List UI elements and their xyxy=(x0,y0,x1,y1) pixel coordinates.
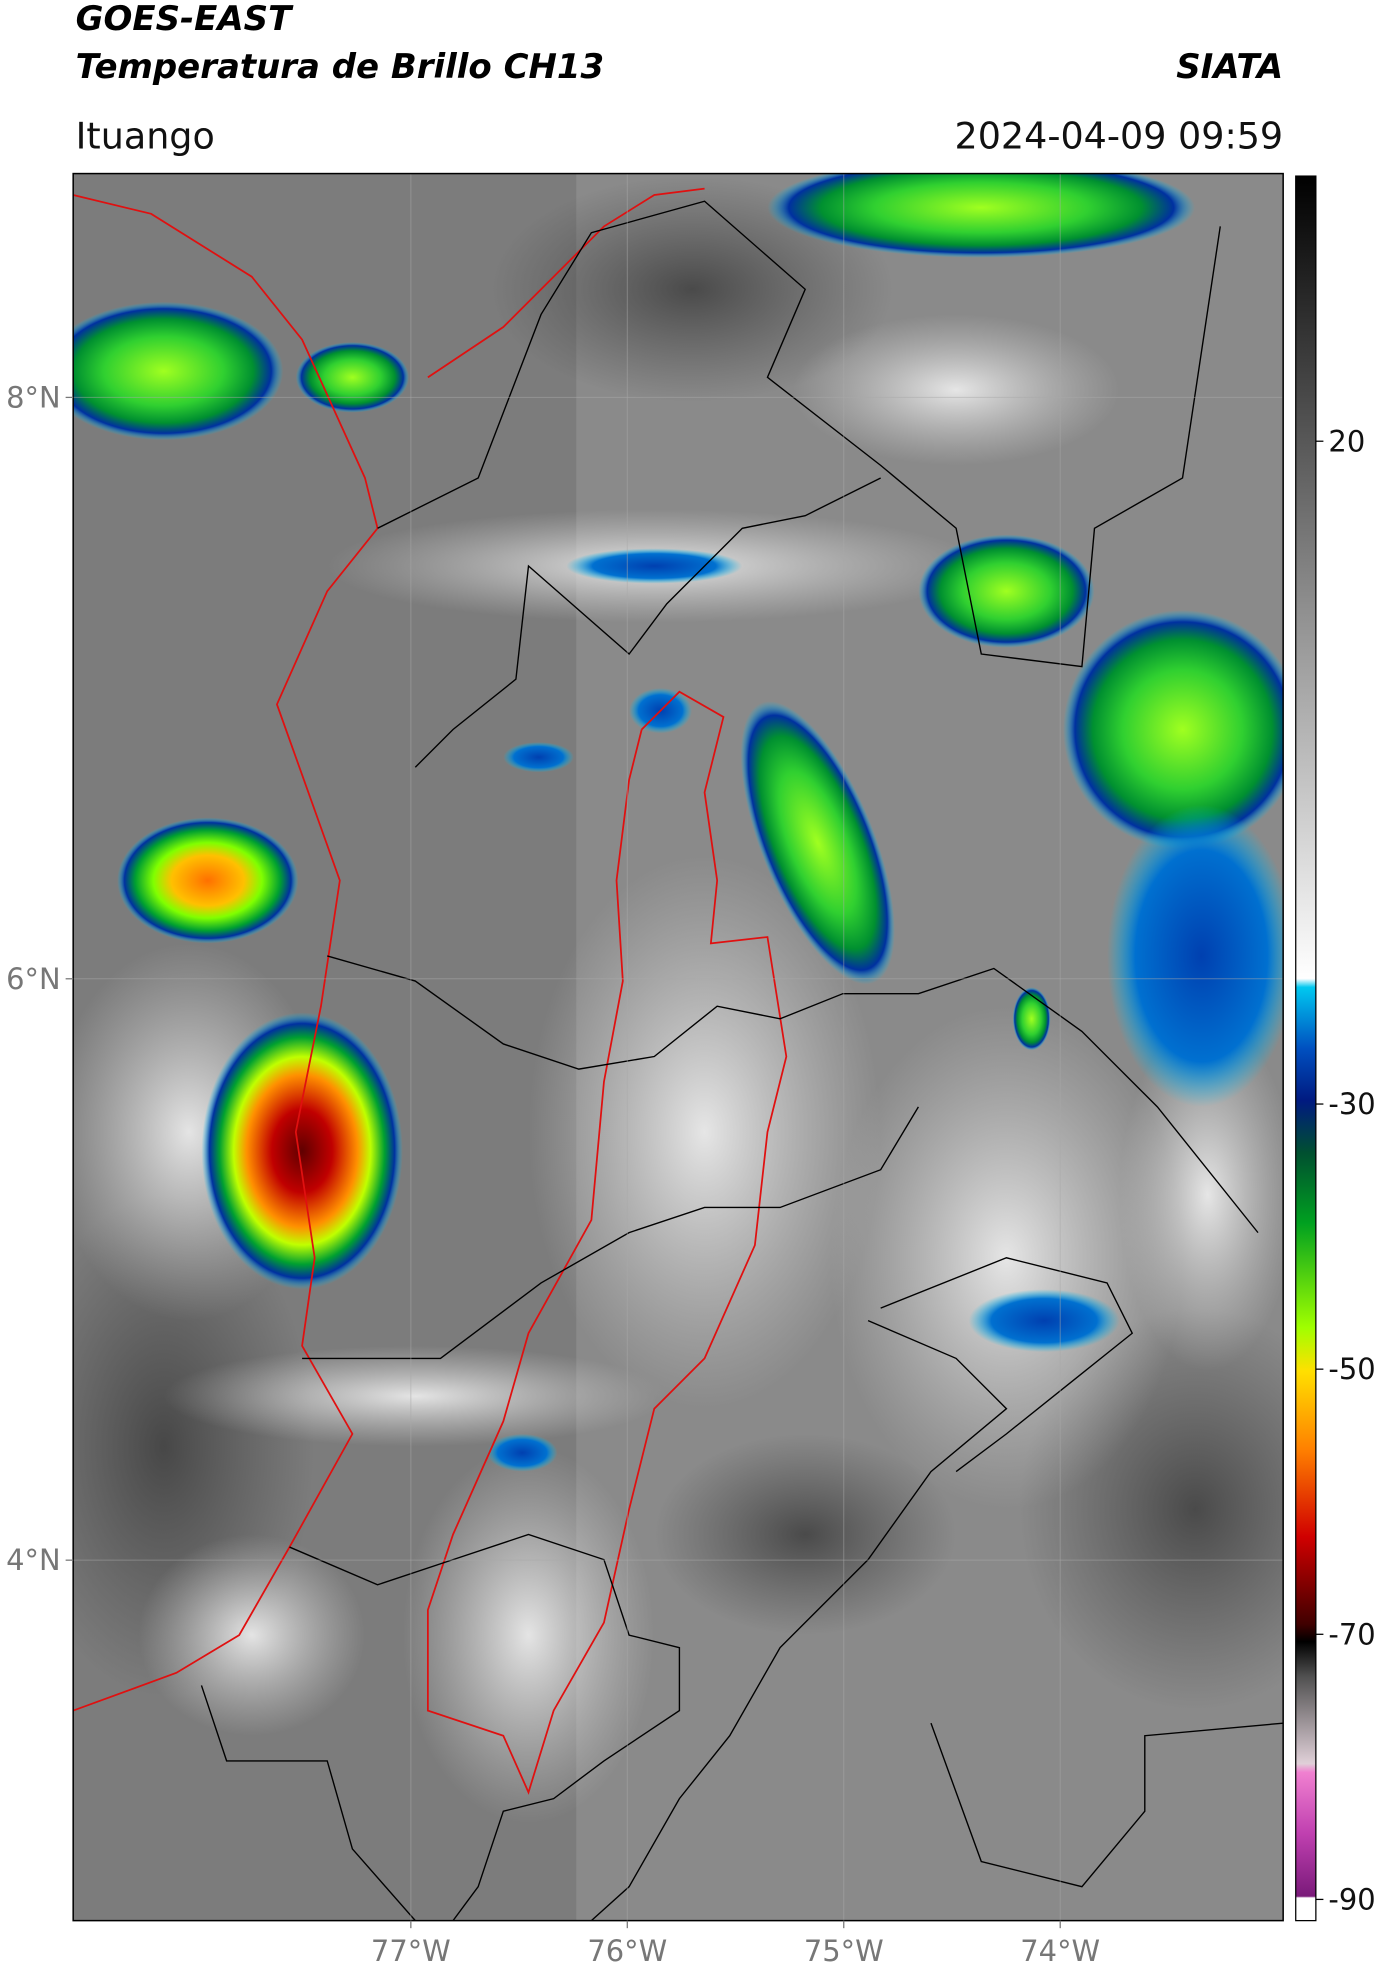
x-tick-label: 74°W xyxy=(1020,1934,1100,1968)
x-tick-label: 77°W xyxy=(371,1934,451,1968)
colorbar-tick-label: -30 xyxy=(1328,1087,1375,1121)
organization: SIATA xyxy=(1176,47,1283,87)
colorbar-tick-label: -50 xyxy=(1328,1352,1375,1386)
x-tick-label: 75°W xyxy=(804,1934,884,1968)
colorbar-tick-label: 20 xyxy=(1328,424,1365,458)
location: Ituango xyxy=(76,114,215,157)
colorbar-tick-label: -90 xyxy=(1328,1882,1375,1916)
x-tick-label: 76°W xyxy=(587,1934,667,1968)
ticks: 77°W 76°W 75°W 74°W 8°N 6°N 4°N 20 -30 -50 -70 -90 xyxy=(6,380,1376,1967)
map-frame xyxy=(72,172,1284,1922)
title-line-2: Temperatura de Brillo CH13 xyxy=(76,47,604,87)
colorbar-tick-label: -70 xyxy=(1328,1617,1375,1651)
graticule xyxy=(73,173,1284,1921)
title-line-1: GOES-EAST xyxy=(76,0,294,39)
colorbar xyxy=(1295,175,1317,1922)
satellite-image xyxy=(73,173,1284,1921)
y-tick-label: 4°N xyxy=(6,1543,60,1577)
y-tick-label: 6°N xyxy=(6,962,60,996)
datetime: 2024-04-09 09:59 xyxy=(955,114,1284,157)
y-tick-label: 8°N xyxy=(6,380,60,414)
